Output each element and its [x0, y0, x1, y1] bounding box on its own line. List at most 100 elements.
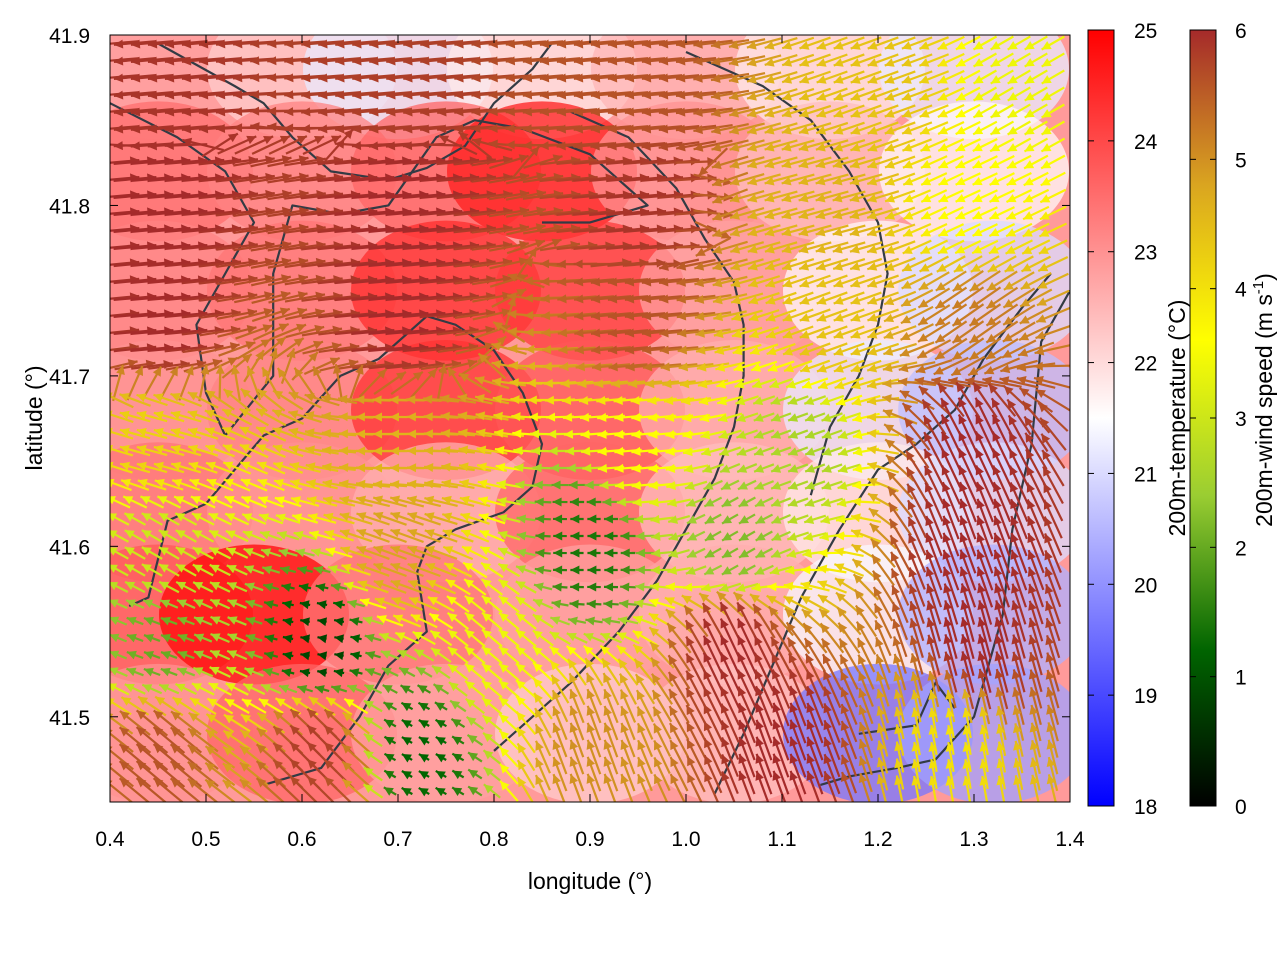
wind-arrow-1583 — [356, 512, 390, 526]
wind-arrow-1405 — [188, 461, 218, 474]
wind-arrow-1896 — [926, 583, 942, 625]
wind-arrow-1857 — [263, 600, 279, 609]
wind-arrow-948 — [985, 303, 1019, 327]
wind-arrow-2086 — [349, 668, 363, 677]
wind-arrow-2517 — [1013, 775, 1023, 802]
wind-arrow-1333 — [866, 428, 900, 438]
wind-arrow-332 — [989, 120, 1015, 136]
wind-arrow-1578 — [275, 513, 301, 524]
wind-arrow-375 — [764, 139, 798, 152]
wind-arrow-1322 — [682, 430, 710, 440]
wind-arrow-2432 — [516, 759, 536, 789]
wind-arrow-259 — [693, 107, 733, 117]
wind-arrow-2350 — [1029, 722, 1042, 758]
wind-arrow-1461 — [189, 478, 217, 492]
wind-arrow-1095 — [625, 362, 665, 372]
wind-arrow-1176 — [110, 392, 134, 409]
wind-arrow-166 — [1024, 69, 1048, 85]
wind-arrow-1640 — [373, 528, 407, 544]
wind-arrow-2101 — [601, 657, 621, 687]
wind-arrow-2150 — [481, 679, 503, 699]
wind-arrow-2324 — [586, 722, 602, 758]
wind-arrow-1580 — [307, 513, 337, 524]
temperature-cell-37 — [303, 544, 493, 685]
wind-arrow-1849 — [125, 599, 145, 609]
wind-arrow-1409 — [256, 461, 286, 475]
wind-arrow-1985 — [532, 629, 554, 647]
wind-arrow-1901 — [1011, 583, 1027, 625]
wind-arrow-1991 — [632, 629, 658, 647]
wind-arrow-374 — [746, 139, 782, 152]
wind-arrow-2447 — [772, 753, 790, 795]
wind-arrow-601 — [798, 207, 832, 220]
wind-arrow-2275 — [702, 703, 724, 743]
wind-arrow-1252 — [440, 411, 476, 421]
wind-arrow-2207 — [498, 696, 520, 716]
wind-arrow-1299 — [288, 427, 322, 440]
wind-arrow-961 — [252, 323, 290, 341]
wind-arrow-959 — [217, 325, 257, 338]
wind-arrow-724 — [988, 239, 1016, 255]
wind-arrow-1508 — [992, 465, 1012, 505]
wind-arrow-1973 — [334, 634, 345, 644]
wind-arrow-1494 — [753, 480, 775, 490]
wind-arrow-2241 — [119, 710, 151, 736]
wind-arrow-154 — [816, 70, 848, 84]
wind-arrow-922 — [540, 311, 580, 321]
wind-arrow-540 — [712, 188, 748, 204]
wind-arrow-2297 — [118, 726, 152, 754]
wind-arrow-2445 — [738, 753, 756, 795]
wind-arrow-1889 — [800, 595, 830, 613]
wind-arrow-1838 — [890, 568, 910, 606]
wind-arrow-1837 — [871, 570, 895, 604]
wind-arrow-1502 — [886, 470, 914, 500]
temperature-cell-11 — [591, 101, 781, 242]
temperature-cell-41 — [898, 544, 1070, 685]
wind-arrow-2406 — [1029, 740, 1041, 774]
wind-arrow-2001 — [802, 622, 828, 654]
wind-arrow-1846 — [1027, 566, 1045, 608]
wind-arrow-42 — [816, 36, 848, 50]
wind-arrow-1808 — [373, 579, 407, 594]
wind-arrow-1768 — [650, 565, 674, 575]
wind-arrow-1161 — [801, 377, 829, 389]
wind-arrow-979 — [557, 328, 597, 338]
wind-arrow-2055 — [770, 636, 792, 674]
wind-arrow-1686 — [208, 546, 232, 560]
wind-arrow-2397 — [876, 740, 889, 774]
wind-arrow-1733 — [1010, 532, 1028, 574]
wind-arrow-1888 — [783, 595, 813, 613]
wind-arrow-2158 — [618, 673, 638, 705]
wind-arrow-2316 — [451, 735, 465, 745]
temperature-cell-12 — [735, 101, 925, 242]
wind-arrow-2264 — [515, 711, 537, 735]
x-tick-label-9: 1.3 — [959, 828, 988, 851]
wind-arrow-2097 — [532, 661, 554, 683]
wind-arrow-1098 — [678, 362, 714, 372]
wind-arrow-334 — [1024, 120, 1048, 136]
wind-arrow-906 — [268, 307, 308, 322]
wind-arrow-1612 — [850, 513, 882, 524]
wind-arrow-1287 — [1037, 402, 1069, 432]
wind-arrow-1683 — [158, 546, 180, 560]
wind-arrow-1826 — [682, 582, 710, 592]
wind-arrow-2087 — [364, 667, 382, 677]
wind-arrow-2189 — [189, 697, 217, 715]
wind-arrow-376 — [781, 139, 815, 152]
wind-arrow-2197 — [325, 696, 353, 716]
wind-arrow-2374 — [482, 749, 502, 765]
wind-arrow-1459 — [154, 478, 184, 491]
wind-arrow-1535 — [496, 496, 522, 506]
wind-arrow-2023 — [226, 649, 248, 661]
wind-arrow-1598 — [619, 514, 637, 524]
wind-arrow-1269 — [735, 412, 759, 423]
wind-arrow-1063 — [1034, 344, 1070, 356]
wind-arrow-1147 — [560, 379, 594, 388]
wind-arrow-2359 — [222, 745, 252, 769]
wind-arrow-212 — [850, 87, 882, 101]
wind-arrow-1308 — [440, 428, 476, 438]
wind-arrow-1002 — [951, 320, 985, 344]
wind-colorbar-label-main: 200m-wind speed (m s — [1251, 294, 1277, 527]
wind-arrow-824 — [782, 274, 814, 288]
wind-arrow-771 — [832, 257, 866, 271]
